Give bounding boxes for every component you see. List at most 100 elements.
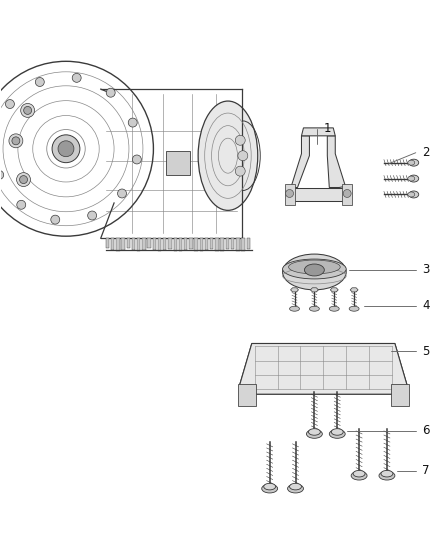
Circle shape: [88, 211, 97, 220]
Polygon shape: [301, 128, 335, 136]
Bar: [184, 238, 187, 250]
Bar: [121, 238, 125, 250]
Bar: [173, 238, 177, 251]
Ellipse shape: [308, 429, 320, 435]
Bar: [288, 188, 349, 201]
Bar: [137, 238, 141, 251]
Bar: [132, 238, 135, 251]
Bar: [179, 238, 182, 251]
Text: 7: 7: [422, 464, 429, 477]
Bar: [238, 384, 256, 406]
Circle shape: [117, 189, 127, 198]
Polygon shape: [288, 136, 309, 188]
Ellipse shape: [408, 160, 415, 165]
Circle shape: [128, 118, 137, 127]
Ellipse shape: [349, 306, 359, 311]
Bar: [210, 238, 213, 249]
Circle shape: [343, 190, 351, 197]
Ellipse shape: [329, 430, 345, 438]
Ellipse shape: [304, 264, 324, 276]
Ellipse shape: [264, 483, 276, 490]
Bar: [194, 238, 198, 251]
Ellipse shape: [290, 483, 301, 490]
Text: 1: 1: [324, 123, 331, 135]
Circle shape: [12, 137, 20, 145]
Bar: [153, 238, 156, 251]
Ellipse shape: [353, 471, 365, 477]
Ellipse shape: [289, 260, 340, 274]
Circle shape: [0, 171, 4, 180]
Bar: [127, 238, 130, 248]
Bar: [163, 238, 166, 250]
Text: 6: 6: [422, 424, 429, 438]
Ellipse shape: [379, 471, 395, 480]
Text: 5: 5: [422, 345, 429, 358]
Circle shape: [58, 141, 74, 157]
Circle shape: [5, 100, 14, 109]
Ellipse shape: [288, 484, 304, 493]
Text: 4: 4: [422, 299, 429, 312]
Circle shape: [106, 88, 115, 97]
Bar: [116, 238, 120, 251]
Ellipse shape: [283, 259, 346, 279]
Circle shape: [72, 74, 81, 82]
Bar: [247, 238, 250, 249]
Ellipse shape: [307, 430, 322, 438]
Bar: [200, 238, 203, 251]
Ellipse shape: [329, 306, 339, 311]
Circle shape: [235, 135, 245, 146]
Polygon shape: [240, 343, 407, 394]
Bar: [241, 238, 245, 251]
Circle shape: [132, 155, 141, 164]
Bar: [236, 238, 240, 251]
Bar: [148, 238, 151, 248]
Ellipse shape: [262, 484, 278, 493]
Bar: [391, 384, 409, 406]
Circle shape: [17, 200, 26, 209]
Bar: [285, 183, 294, 205]
Bar: [226, 238, 229, 249]
Bar: [342, 183, 352, 205]
Circle shape: [24, 107, 32, 115]
Ellipse shape: [409, 175, 419, 182]
Bar: [158, 238, 161, 251]
Ellipse shape: [331, 429, 343, 435]
Bar: [111, 238, 114, 251]
Circle shape: [17, 173, 31, 187]
Bar: [215, 238, 219, 251]
Ellipse shape: [381, 471, 393, 477]
Circle shape: [35, 77, 44, 86]
Circle shape: [51, 215, 60, 224]
Circle shape: [21, 103, 35, 117]
Polygon shape: [240, 343, 407, 401]
Polygon shape: [311, 288, 318, 292]
Bar: [106, 238, 109, 248]
Ellipse shape: [283, 254, 346, 290]
Ellipse shape: [351, 471, 367, 480]
Circle shape: [235, 166, 245, 176]
Ellipse shape: [290, 306, 300, 311]
Ellipse shape: [309, 306, 319, 311]
Ellipse shape: [409, 191, 419, 198]
Polygon shape: [290, 288, 298, 292]
Bar: [189, 238, 193, 249]
Circle shape: [20, 175, 28, 183]
Bar: [142, 238, 145, 250]
Ellipse shape: [408, 176, 415, 181]
Circle shape: [9, 134, 23, 148]
Bar: [220, 238, 224, 251]
Bar: [205, 238, 208, 249]
Bar: [168, 238, 172, 248]
Polygon shape: [350, 288, 358, 292]
Circle shape: [238, 151, 248, 160]
Ellipse shape: [198, 101, 258, 211]
Text: 2: 2: [422, 146, 429, 159]
Circle shape: [286, 190, 293, 197]
Polygon shape: [330, 288, 338, 292]
Circle shape: [52, 135, 80, 163]
Polygon shape: [327, 136, 349, 188]
Text: 3: 3: [422, 263, 429, 277]
Bar: [166, 151, 190, 175]
Bar: [231, 238, 234, 249]
Ellipse shape: [408, 192, 415, 197]
